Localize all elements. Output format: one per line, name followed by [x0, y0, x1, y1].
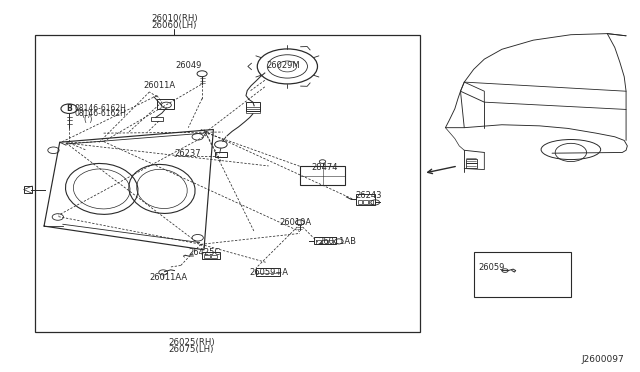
Text: 26237: 26237: [175, 150, 201, 158]
Text: 26049: 26049: [175, 61, 202, 70]
Text: 08146-6162H: 08146-6162H: [74, 104, 126, 113]
Text: 26029M: 26029M: [267, 61, 300, 70]
Text: 08146-6162H: 08146-6162H: [74, 109, 126, 118]
Bar: [211, 254, 216, 258]
Bar: [300, 166, 345, 185]
Text: 26025(RH): 26025(RH): [168, 337, 215, 347]
Bar: [369, 200, 373, 204]
Text: ( ): ( ): [82, 110, 90, 119]
Bar: [364, 200, 367, 204]
Text: 26060(LH): 26060(LH): [152, 21, 197, 30]
Text: B: B: [67, 104, 72, 113]
Text: 28474: 28474: [312, 163, 339, 171]
Text: 26011AA: 26011AA: [149, 273, 188, 282]
Text: 26243: 26243: [356, 191, 382, 200]
Text: 26425C: 26425C: [188, 248, 221, 257]
Bar: [356, 194, 375, 205]
Text: 26059: 26059: [478, 263, 504, 272]
Text: J2600097: J2600097: [582, 355, 624, 364]
Bar: [314, 237, 336, 244]
Bar: [35, 35, 420, 332]
Bar: [150, 117, 163, 121]
Bar: [246, 102, 260, 111]
Bar: [465, 163, 477, 168]
Text: 26059+A: 26059+A: [249, 268, 288, 277]
Text: 26011A: 26011A: [143, 81, 175, 90]
Bar: [24, 186, 32, 193]
Bar: [204, 254, 210, 258]
Bar: [256, 268, 280, 276]
Bar: [322, 240, 327, 244]
Text: 26011AB: 26011AB: [319, 237, 356, 246]
Bar: [328, 240, 333, 244]
Bar: [157, 99, 175, 109]
Bar: [214, 153, 227, 157]
Text: 26075(LH): 26075(LH): [169, 345, 214, 354]
Text: 26010(RH): 26010(RH): [151, 14, 198, 23]
Bar: [465, 159, 477, 163]
Text: 26010A: 26010A: [279, 218, 311, 227]
Bar: [202, 252, 220, 259]
Bar: [474, 251, 571, 297]
Text: ( ): ( ): [84, 115, 92, 124]
Bar: [246, 111, 260, 113]
Bar: [358, 200, 362, 204]
Bar: [316, 240, 321, 244]
